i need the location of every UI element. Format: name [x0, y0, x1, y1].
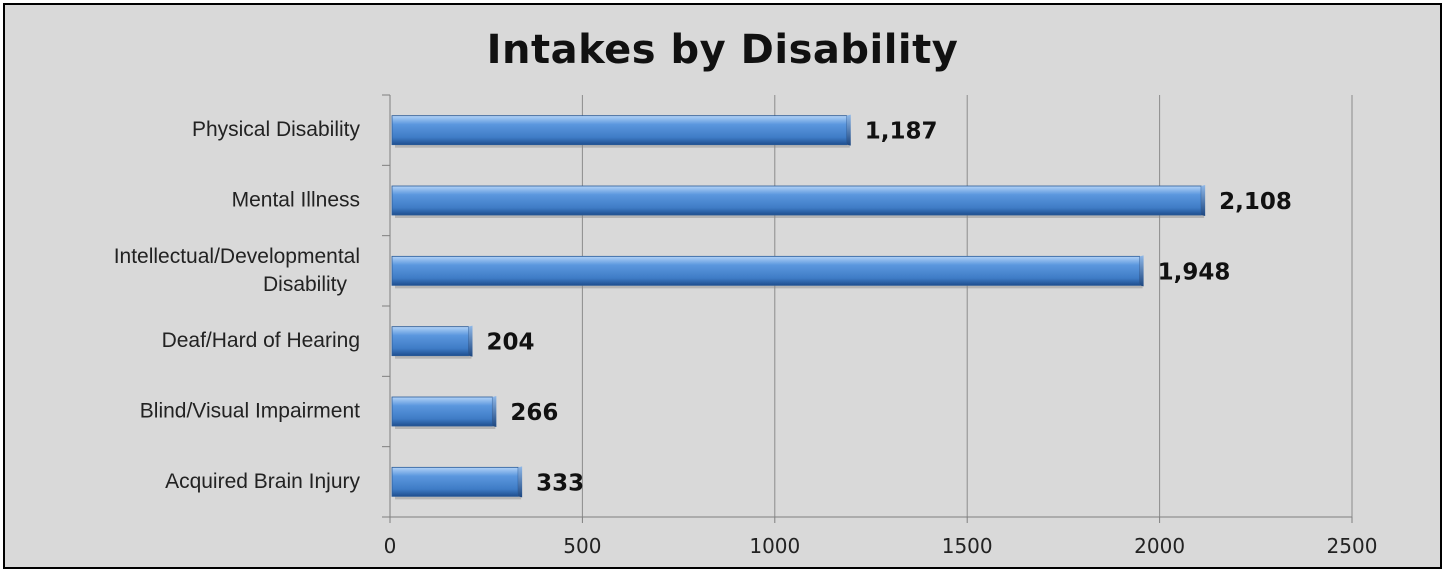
- data-label: 204: [486, 330, 534, 356]
- data-label: 266: [510, 400, 558, 426]
- bar: [391, 255, 1140, 286]
- x-tick-label: 2000: [1134, 534, 1185, 558]
- gridlines: [581, 95, 1353, 517]
- category-label-line: Mental Illness: [232, 188, 360, 211]
- category-label: Mental Illness: [232, 188, 360, 211]
- bar-end-cap: [492, 396, 497, 427]
- bar: [391, 326, 469, 357]
- category-label-line: Intellectual/Developmental: [114, 244, 360, 267]
- x-tick-label: 1500: [942, 534, 993, 558]
- bar-end-cap: [518, 466, 523, 498]
- bar: [391, 185, 1202, 216]
- data-label: 2,108: [1219, 189, 1292, 215]
- category-label-line: Deaf/Hard of Hearing: [162, 329, 360, 352]
- x-tick-label: 0: [384, 534, 397, 558]
- category-label-line: Acquired Brain Injury: [165, 469, 360, 492]
- category-label-line: Disability: [263, 272, 348, 295]
- bar: [391, 396, 493, 427]
- bars: [391, 114, 1206, 500]
- data-label: 1,948: [1158, 259, 1231, 285]
- data-label: 333: [536, 470, 584, 496]
- x-tick-label: 1000: [749, 534, 800, 558]
- chart-frame: Intakes by Disability 0 500 1000 1500 2000 25…: [3, 3, 1442, 569]
- x-tick-label: 500: [563, 534, 601, 558]
- bar: [391, 115, 848, 146]
- bar-end-cap: [1201, 185, 1206, 216]
- bar: [391, 466, 519, 497]
- category-label: Blind/Visual Impairment: [140, 399, 360, 422]
- category-label: Intellectual/Developmental Disability: [114, 244, 360, 295]
- bar-end-cap: [468, 325, 473, 357]
- bar-end-cap: [846, 114, 851, 146]
- category-label-line: Physical Disability: [192, 118, 361, 141]
- x-tick-label: 2500: [1327, 534, 1378, 558]
- category-label: Physical Disability: [192, 118, 361, 141]
- category-label: Acquired Brain Injury: [165, 469, 360, 492]
- bar-chart: 0 500 1000 1500 2000 2500 1,187 Physical Disabi…: [114, 94, 1378, 558]
- category-label-line: Blind/Visual Impairment: [140, 399, 360, 422]
- category-label: Deaf/Hard of Hearing: [162, 329, 360, 352]
- chart-title: Intakes by Disability: [486, 27, 959, 73]
- data-label: 1,187: [865, 119, 938, 145]
- axes: [382, 94, 1353, 523]
- bar-end-cap: [1139, 255, 1144, 287]
- labels: 0 500 1000 1500 2000 2500 1,187 Physical Disabi…: [114, 118, 1378, 558]
